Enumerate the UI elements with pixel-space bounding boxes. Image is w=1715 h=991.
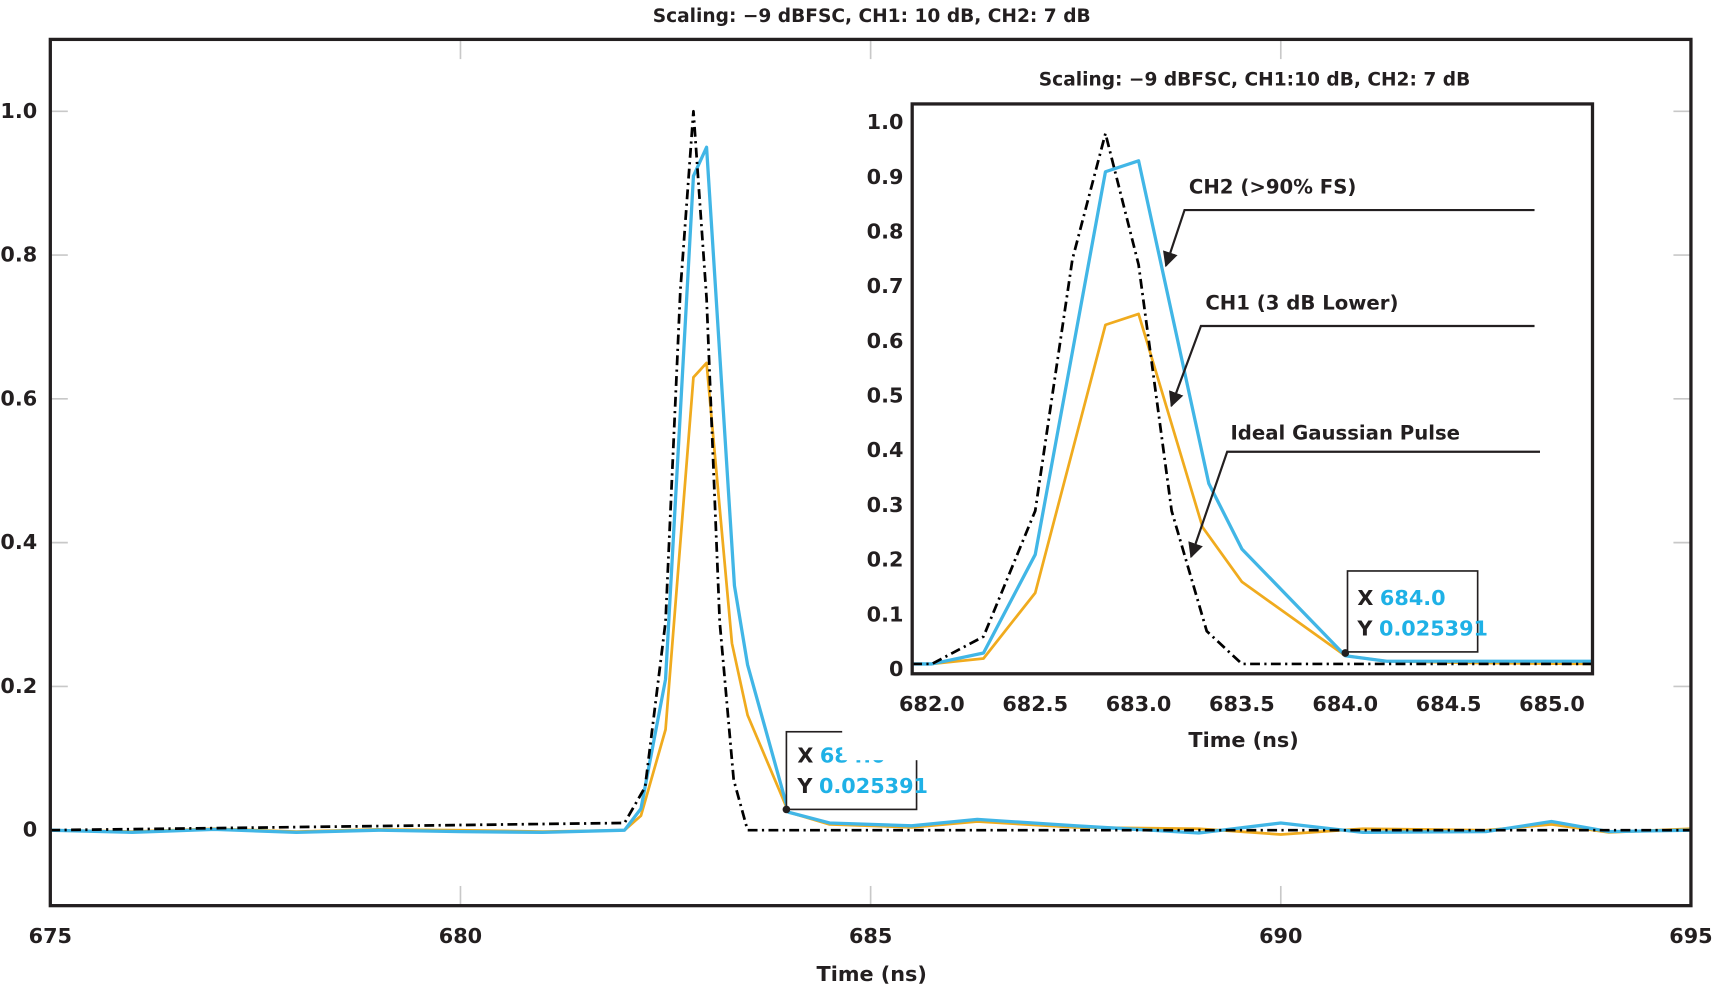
inset-x-axis-label: Time (ns) — [1188, 728, 1298, 752]
y-tick-label: 0.2 — [867, 548, 904, 572]
datatip-marker — [782, 805, 791, 814]
inset-datatip-y-value: 0.025391 — [1379, 617, 1488, 641]
annotation-ch2: CH2 (>90% FS) — [1163, 176, 1535, 268]
inset-datatip-y-label: Y — [1356, 617, 1373, 641]
y-tick-label: 0.1 — [867, 602, 904, 626]
annotation-gaussian: Ideal Gaussian Pulse — [1188, 422, 1540, 559]
x-tick-label: 682.0 — [899, 692, 965, 716]
inset-datatip-x-label: X — [1357, 586, 1373, 610]
y-tick-label: 0.7 — [867, 274, 904, 298]
inset-x-tick-labels: 682.0 682.5 683.0 683.5 684.0 684.5 685.0 — [899, 692, 1585, 716]
main-series — [50, 109, 1691, 836]
inset-datatip-marker — [1341, 649, 1350, 657]
y-tick-label: 0 — [23, 818, 37, 842]
svg-text:Y0.025391: Y 0.025391 — [1356, 617, 1488, 641]
main-plot-frame — [48, 37, 1693, 908]
series-line-ch2 — [50, 145, 1691, 835]
series-line-gaussian — [912, 132, 1593, 666]
inset-datatip[interactable]: X 684.0 Y 0.025391 — [1341, 570, 1488, 657]
y-tick-label: 0.9 — [867, 165, 904, 189]
y-tick-label: 0.4 — [0, 530, 37, 554]
inset-series — [912, 132, 1593, 666]
datatip-y-label: Y — [796, 774, 813, 798]
x-tick-label: 675 — [29, 924, 72, 948]
x-tick-label: 685.0 — [1519, 692, 1585, 716]
y-tick-label: 0.2 — [0, 674, 37, 698]
inset-datatip-x-value: 684.0 — [1380, 586, 1446, 610]
annotation-ch2-leader — [1163, 208, 1535, 268]
inset-plot-frame — [910, 102, 1595, 676]
y-tick-label: 0.8 — [867, 219, 904, 243]
y-tick-label: 0.8 — [0, 243, 37, 267]
datatip-y-value: 0.025391 — [819, 774, 928, 798]
annotation-gaussian-label: Ideal Gaussian Pulse — [1230, 422, 1460, 445]
x-tick-label: 684.0 — [1312, 692, 1378, 716]
main-title: Scaling: −9 dBFSC, CH1: 10 dB, CH2: 7 dB — [653, 6, 1091, 27]
series-line-gaussian — [50, 109, 1691, 832]
x-tick-label: 680 — [439, 924, 482, 948]
main-y-tick-labels: 0 0.2 0.4 0.6 0.8 1.0 — [0, 99, 37, 842]
y-tick-label: 0.5 — [867, 384, 904, 408]
inset-title: Scaling: −9 dBFSC, CH1:10 dB, CH2: 7 dB — [1039, 69, 1470, 90]
x-tick-label: 695 — [1669, 924, 1712, 948]
x-tick-label: 684.5 — [1416, 692, 1482, 716]
x-tick-label: 683.5 — [1209, 692, 1275, 716]
svg-text:Y0.025391: Y 0.025391 — [796, 774, 928, 798]
main-x-axis-label: Time (ns) — [817, 962, 927, 986]
x-tick-label: 682.5 — [1002, 692, 1068, 716]
y-tick-label: 1.0 — [867, 110, 904, 134]
inset-y-tick-labels: 0 0.1 0.2 0.3 0.4 0.5 0.6 0.7 0.8 0.9 1.0 — [867, 110, 904, 681]
main-x-tick-labels: 675 680 685 690 695 — [29, 924, 1713, 948]
series-line-ch2 — [912, 159, 1593, 666]
x-tick-label: 685 — [849, 924, 892, 948]
annotation-gaussian-leader — [1188, 450, 1540, 559]
datatip-x-label: X — [797, 743, 813, 767]
inset-background — [842, 60, 1608, 761]
y-tick-label: 0.6 — [867, 329, 904, 353]
y-tick-label: 0.6 — [0, 386, 37, 410]
y-tick-label: 1.0 — [0, 99, 37, 123]
y-tick-label: 0.4 — [867, 438, 904, 462]
annotation-ch1: CH1 (3 dB Lower) — [1169, 292, 1535, 408]
y-tick-label: 0 — [889, 657, 903, 681]
x-tick-label: 690 — [1259, 924, 1302, 948]
y-tick-label: 0.3 — [867, 493, 904, 517]
x-tick-label: 683.0 — [1106, 692, 1172, 716]
annotation-ch2-label: CH2 (>90% FS) — [1189, 176, 1356, 199]
annotation-ch1-leader — [1169, 324, 1535, 408]
annotation-ch1-label: CH1 (3 dB Lower) — [1205, 292, 1398, 315]
